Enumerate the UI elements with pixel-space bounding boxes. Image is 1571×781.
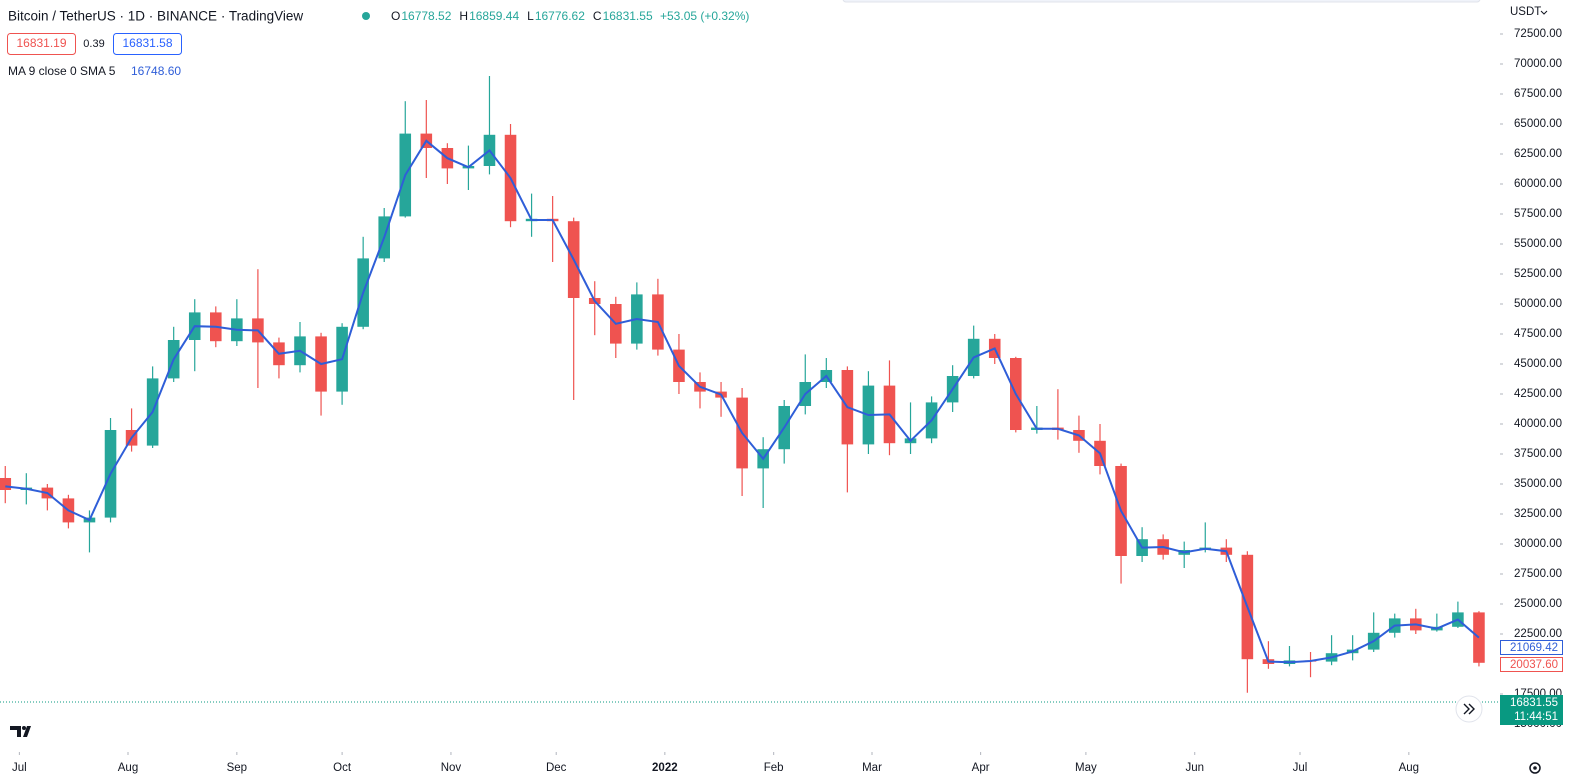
y-tick-label: 22500.00 <box>1514 628 1562 640</box>
countdown: 11:44:51 <box>1514 711 1558 723</box>
ask: 16831.58 <box>122 36 172 50</box>
x-tick-label: Mar <box>862 762 882 774</box>
y-tick-label: 25000.00 <box>1514 598 1562 610</box>
x-tick-label: Sep <box>227 762 247 774</box>
x-tick-label: Aug <box>1399 762 1419 774</box>
candle-body <box>0 477 12 490</box>
y-tick-label: 47500.00 <box>1514 328 1562 340</box>
y-tick-label: 27500.00 <box>1514 568 1562 580</box>
currency[interactable]: USDT <box>1510 6 1541 18</box>
y-tick-label: 55000.00 <box>1514 238 1562 250</box>
settings[interactable] <box>1529 762 1541 774</box>
spread: 0.39 <box>83 38 104 50</box>
symbol-title: Bitcoin / TetherUS · 1D · BINANCE · Trad… <box>8 9 303 24</box>
tv-logo[interactable] <box>10 726 31 737</box>
y-tick-label: 42500.00 <box>1514 388 1562 400</box>
y-tick-label: 32500.00 <box>1514 508 1562 520</box>
y-axis: 15000.0017500.0020000.0022500.0025000.00… <box>12 28 1562 774</box>
ohlc-value: 16831.55 <box>603 9 653 23</box>
y-tick-label: 65000.00 <box>1514 118 1562 130</box>
last-price: 16831.55 <box>1510 697 1558 709</box>
y-tick-label: 37500.00 <box>1514 448 1562 460</box>
market-status <box>362 12 370 20</box>
ma-tag: 21069.42 <box>1510 642 1558 654</box>
ohlc-value: 16776.62 <box>535 9 585 23</box>
window-edge <box>842 0 1481 3</box>
x-tick-label: Nov <box>441 762 462 774</box>
y-tick-label: 35000.00 <box>1514 478 1562 490</box>
y-tick-label: 45000.00 <box>1514 358 1562 370</box>
scroll-icon <box>1463 703 1475 715</box>
x-tick-label: 2022 <box>652 762 678 774</box>
y-tick-label: 62500.00 <box>1514 148 1562 160</box>
bid-box[interactable] <box>7 33 76 55</box>
ask-box[interactable] <box>113 33 182 55</box>
x-tick-label: Jul <box>12 762 27 774</box>
ma-line <box>5 139 1480 664</box>
y-tick-label: 30000.00 <box>1514 538 1562 550</box>
y-tick-label: 72500.00 <box>1514 28 1562 40</box>
y-tick-label: 52500.00 <box>1514 268 1562 280</box>
ohlc-label: H <box>459 9 468 23</box>
y-tick-label: 60000.00 <box>1514 178 1562 190</box>
y-tick-label: 57500.00 <box>1514 208 1562 220</box>
x-tick-label: Jun <box>1185 762 1204 774</box>
x-tick-label: Oct <box>333 762 352 774</box>
plot <box>0 75 1500 703</box>
y-tick-label: 50000.00 <box>1514 298 1562 310</box>
x-tick-label: Apr <box>972 762 990 774</box>
y-tick-label: 67500.00 <box>1514 88 1562 100</box>
ohlc-value: 16778.52 <box>401 9 451 23</box>
indicator-name: MA 9 close 0 SMA 5 <box>8 64 116 78</box>
x-tick-label: Aug <box>118 762 138 774</box>
bid: 16831.19 <box>16 36 66 50</box>
ma-tag-box <box>1500 640 1563 655</box>
ohlc-label: C <box>593 9 602 23</box>
ohlc-label: O <box>391 9 400 23</box>
change: +53.05 (+0.32%) <box>660 9 749 23</box>
x-tick-label: Feb <box>764 762 784 774</box>
currency-caret <box>1540 10 1548 15</box>
ohlc-label: L <box>527 9 534 23</box>
last-tag-box <box>1500 695 1563 725</box>
x-tick-label: Dec <box>546 762 567 774</box>
candle-body <box>1473 612 1485 663</box>
prev-tag: 20037.60 <box>1510 659 1558 671</box>
y-tick-label: 70000.00 <box>1514 58 1562 70</box>
ohlc-value: 16859.44 <box>469 9 519 23</box>
x-tick-label: Jul <box>1293 762 1308 774</box>
y-tick-label: 40000.00 <box>1514 418 1562 430</box>
prev-tag-box <box>1500 657 1563 672</box>
indicator-value: 16748.60 <box>131 64 181 78</box>
ohlc-values: O 16778.52 H 16859.44 L 16776.62 C 16831.55 <box>391 9 653 23</box>
x-tick-label: May <box>1075 762 1097 774</box>
